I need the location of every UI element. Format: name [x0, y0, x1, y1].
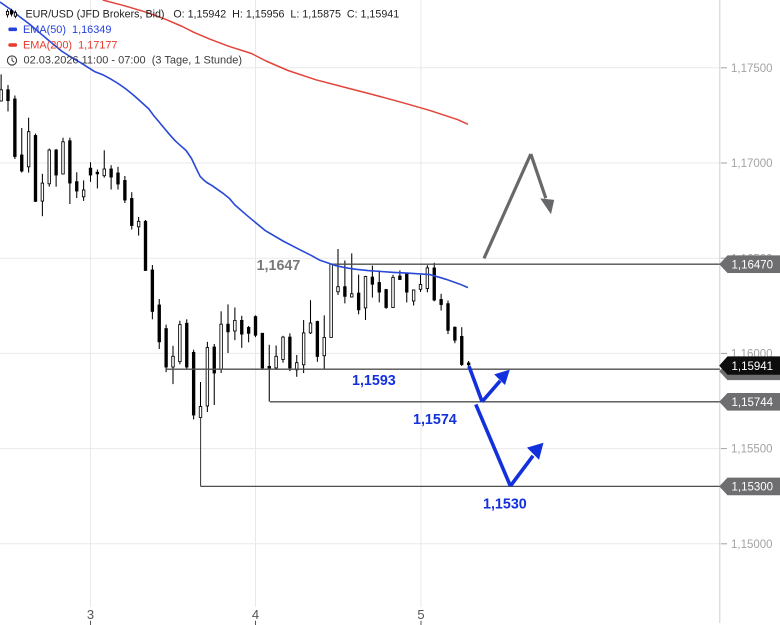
svg-text:4: 4 [252, 607, 259, 622]
svg-text:1,1574: 1,1574 [413, 412, 457, 428]
svg-text:1,17000: 1,17000 [731, 158, 773, 170]
svg-text:1,15744: 1,15744 [732, 397, 774, 409]
svg-text:1,16470: 1,16470 [732, 259, 774, 271]
svg-text:3: 3 [87, 607, 94, 622]
svg-text:1,15941: 1,15941 [732, 361, 774, 373]
svg-text:1,1530: 1,1530 [483, 497, 527, 513]
svg-text:1,15300: 1,15300 [732, 482, 774, 494]
svg-text:1,1647: 1,1647 [257, 258, 301, 274]
svg-text:EUR/USD (JFD Brokers, Bid) O: EUR/USD (JFD Brokers, Bid) O: 1,15942 H:… [26, 9, 400, 21]
svg-text:EMA(50) 1,16349: EMA(50) 1,16349 [23, 24, 111, 36]
svg-text:5: 5 [417, 607, 424, 622]
svg-text:1,17500: 1,17500 [731, 63, 773, 75]
svg-text:1,15500: 1,15500 [731, 444, 773, 456]
svg-text:EMA(200) 1,17177: EMA(200) 1,17177 [23, 40, 117, 52]
svg-text:1,15000: 1,15000 [731, 539, 773, 551]
svg-text:02.03.2026 11:00 - 07:00 (3 T: 02.03.2026 11:00 - 07:00 (3 Tage, 1 Stun… [24, 54, 243, 66]
svg-text:1,1593: 1,1593 [352, 373, 396, 389]
